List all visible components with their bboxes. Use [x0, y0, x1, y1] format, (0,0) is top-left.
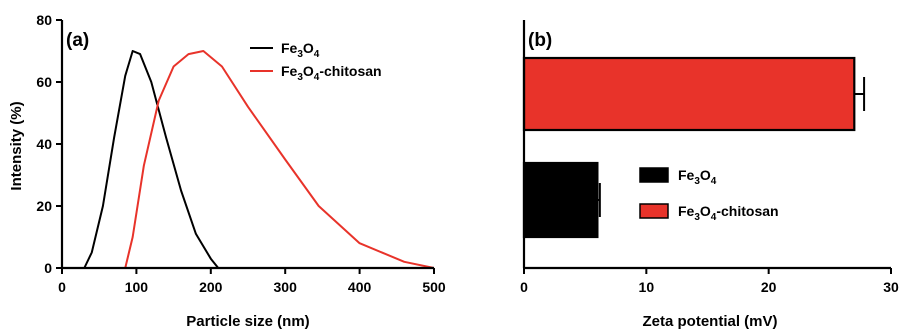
- panel-a-y-axis-label: Intensity (%): [8, 101, 25, 190]
- panel-a-series-line-fe3o4: [83, 50, 220, 269]
- panel-a-y-tick-label: 60: [36, 74, 52, 90]
- panel-b-bar-chart: Zeta potential (mV) (b) 0 10 20 30 Fe3O4Fe3…: [520, 20, 899, 330]
- panel-a-legend: Fe3O4 Fe3O4-chitosan: [250, 40, 382, 83]
- panel-b-x-tick-label: 10: [639, 279, 655, 295]
- panel-a-x-tick-label: 400: [348, 279, 372, 295]
- panel-a-line-chart: Intensity (%) Particle size (nm) (a) 0 10…: [8, 12, 446, 330]
- panel-b-legend: Fe3O4 Fe3O4-chitosan: [639, 167, 779, 223]
- panel-b-label: (b): [528, 30, 552, 51]
- panel-a-y-tick-label: 0: [44, 260, 52, 276]
- panel-a-x-tick-label: 100: [125, 279, 149, 295]
- panel-a-label: (a): [66, 30, 89, 51]
- panel-a-x-tick-label: 300: [274, 279, 298, 295]
- panel-b-legend-swatch: [639, 203, 669, 219]
- panel-a-x-tick-label: 0: [58, 279, 66, 295]
- panel-b-x-tick-label: 20: [761, 279, 777, 295]
- panel-b-legend-label: Fe3O4-chitosan: [678, 203, 779, 223]
- panel-a-x-axis-label: Particle size (nm): [186, 313, 309, 330]
- panel-b-x-tick-label: 0: [520, 279, 528, 295]
- panel-a-y-tick-label: 80: [36, 12, 52, 28]
- panel-b-legend-label: Fe3O4: [678, 167, 717, 187]
- panel-a-legend-label: Fe3O4: [281, 40, 320, 60]
- panel-b-bar-fe3o4: [522, 161, 599, 239]
- panel-b-x-tick-label: 30: [883, 279, 899, 295]
- panel-a-y-tick-label: 20: [36, 198, 52, 214]
- panel-a-legend-label: Fe3O4-chitosan: [281, 63, 382, 83]
- panel-a-y-tick-label: 40: [36, 136, 52, 152]
- panel-a-x-tick-label: 200: [199, 279, 223, 295]
- panel-a-series-line-fe3o4-chitosan: [124, 50, 435, 269]
- panel-a-x-tick-label: 500: [422, 279, 446, 295]
- panel-b-x-axis-label: Zeta potential (mV): [642, 313, 777, 330]
- panel-b-bar-fe3o4-chitosan: [522, 56, 856, 132]
- panel-b-legend-swatch: [639, 167, 669, 183]
